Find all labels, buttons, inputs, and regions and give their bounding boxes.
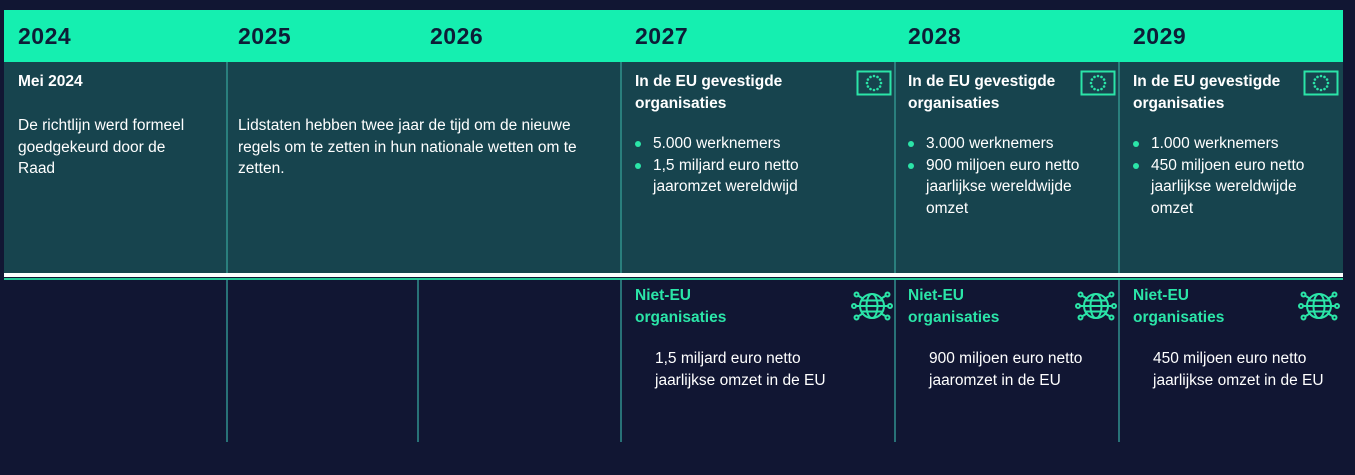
milestone-transposition-text: Lidstaten hebben twee jaar de tijd om de… [238,117,577,177]
bullet-text: 900 miljoen euro netto jaarlijkse wereld… [926,156,1080,217]
bullet-item: 5.000 werknemers [635,133,837,155]
year-label-2029: 2029 [1133,23,1187,49]
column-divider [894,62,896,273]
column-divider [894,279,896,442]
bullet-text: 1,5 miljard euro netto jaaromzet wereldw… [653,156,799,196]
eu-section-background [4,62,1343,273]
globe-network-icon [1073,283,1119,334]
eu-flag-icon [1303,70,1339,101]
bullet-text: 5.000 werknemers [653,135,781,152]
non-eu-heading-2029: Niet-EU organisaties [1133,287,1225,326]
non-eu-heading-2027: Niet-EU organisaties [635,287,727,326]
bullet-dot [635,141,641,147]
non-eu-text-2027: 1,5 miljard euro netto jaarlijkse omzet … [655,350,826,389]
milestone-2024-text: De richtlijn werd formeel goedgekeurd do… [18,117,185,177]
bullet-item: 1.000 werknemers [1133,133,1335,155]
year-label-2026: 2026 [430,23,484,49]
column-divider [1118,62,1120,273]
bullet-dot [1133,162,1139,169]
eu-flag-icon [1080,70,1116,101]
column-divider [620,279,622,442]
bullet-item: 450 miljoen euro netto jaarlijkse wereld… [1133,155,1335,220]
non-eu-heading-2028: Niet-EU organisaties [908,287,1000,326]
column-divider [1118,279,1120,442]
eu-cell-heading-2028: In de EU gevestigde organisaties [908,73,1056,112]
column-divider [226,279,228,442]
eu-cell-bullets-2028: 3.000 werknemers 900 miljoen euro netto … [908,133,1110,219]
section-divider-accent [4,278,1343,280]
globe-network-icon [849,283,895,334]
bullet-item: 3.000 werknemers [908,133,1110,155]
bullet-text: 450 miljoen euro netto jaarlijkse wereld… [1151,156,1305,217]
eu-flag-icon [856,70,892,101]
year-header-bar [4,10,1343,62]
bullet-item: 1,5 miljard euro netto jaaromzet wereldw… [635,155,837,198]
milestone-2024-title: Mei 2024 [18,73,83,90]
column-divider [620,62,622,273]
globe-network-icon [1296,283,1342,334]
bullet-dot [635,162,641,169]
bullet-dot [908,141,914,147]
section-divider [4,273,1343,277]
eu-cell-bullets-2029: 1.000 werknemers 450 miljoen euro netto … [1133,133,1335,219]
year-label-2027: 2027 [635,23,689,49]
year-label-2025: 2025 [238,23,292,49]
bullet-text: 3.000 werknemers [926,135,1054,152]
non-eu-text-2028: 900 miljoen euro netto jaaromzet in de E… [929,350,1083,389]
bullet-dot [1133,141,1139,147]
bullet-item: 900 miljoen euro netto jaarlijkse wereld… [908,155,1110,220]
column-divider [226,62,228,273]
eu-cell-bullets-2027: 5.000 werknemers 1,5 miljard euro netto … [635,133,837,198]
bullet-dot [908,162,914,169]
eu-cell-heading-2027: In de EU gevestigde organisaties [635,73,783,112]
bullet-text: 1.000 werknemers [1151,135,1279,152]
year-label-2024: 2024 [18,23,72,49]
year-label-2028: 2028 [908,23,962,49]
column-divider [417,279,419,442]
non-eu-text-2029: 450 miljoen euro netto jaarlijkse omzet … [1153,350,1324,389]
eu-cell-heading-2029: In de EU gevestigde organisaties [1133,73,1281,112]
